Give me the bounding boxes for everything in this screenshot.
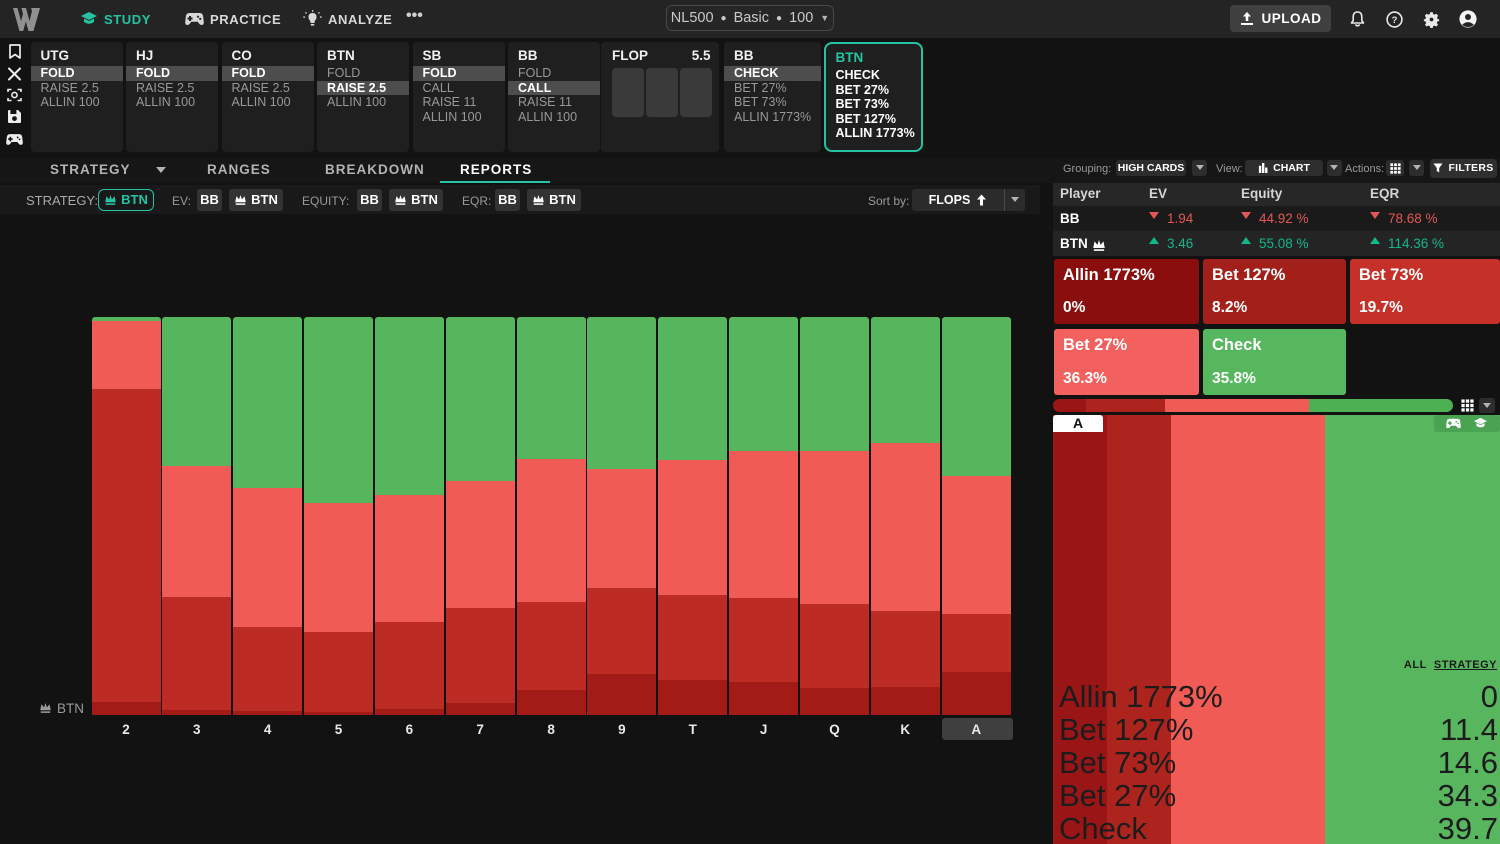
svg-text:?: ?: [1392, 15, 1398, 26]
